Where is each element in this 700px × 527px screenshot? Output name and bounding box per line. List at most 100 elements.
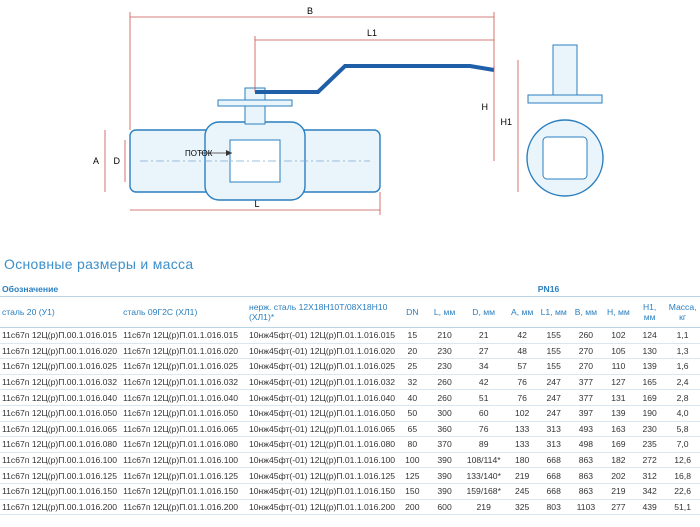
column-header: A, мм bbox=[505, 296, 539, 328]
handle bbox=[255, 64, 495, 94]
dim-label: L bbox=[254, 199, 259, 209]
table-cell: 260 bbox=[427, 374, 462, 391]
table-cell: 377 bbox=[568, 389, 603, 406]
table-cell: 190 bbox=[634, 405, 666, 422]
table-cell: 57 bbox=[505, 358, 539, 375]
table-cell: 155 bbox=[538, 358, 569, 375]
table-cell: 51 bbox=[461, 389, 506, 406]
column-header: DN bbox=[397, 296, 428, 328]
table-row: 11с67п 12Ц(р)П.00.1.016.025 11с67п 12Ц(р)… bbox=[0, 358, 700, 375]
table-cell: 139 bbox=[634, 358, 666, 375]
table-cell: 76 bbox=[505, 374, 539, 391]
table-cell: 11с67п 12Ц(р)П.01.1.016.065 bbox=[121, 421, 247, 438]
table-cell: 863 bbox=[568, 452, 603, 469]
table-cell: 165 bbox=[634, 374, 666, 391]
table-cell: 11с67п 12Ц(р)П.00.1.016.015 bbox=[0, 327, 122, 344]
table-cell: 48 bbox=[505, 343, 539, 360]
table-cell: 182 bbox=[602, 452, 635, 469]
table-cell: 10нж45фт(-01) 12Ц(р)П.01.1.016.065 bbox=[246, 421, 398, 438]
table-row: 11с67п 12Ц(р)П.00.1.016.032 11с67п 12Ц(р)… bbox=[0, 374, 700, 391]
group-header: PN16 bbox=[397, 282, 700, 297]
table-cell: 108/114* bbox=[461, 452, 506, 469]
table-row: 11с67п 12Ц(р)П.00.1.016.020 11с67п 12Ц(р)… bbox=[0, 343, 700, 360]
group-header: Обозначение bbox=[0, 282, 398, 297]
table-cell: 155 bbox=[538, 343, 569, 360]
dim-label: A bbox=[93, 156, 99, 166]
table-cell: 272 bbox=[634, 452, 666, 469]
table-cell: 493 bbox=[568, 421, 603, 438]
table-cell: 11с67п 12Ц(р)П.01.1.016.050 bbox=[121, 405, 247, 422]
table-cell: 25 bbox=[397, 358, 428, 375]
dim-label: L1 bbox=[367, 28, 377, 38]
table-cell: 110 bbox=[602, 358, 635, 375]
table-cell: 22,6 bbox=[665, 483, 700, 500]
table-row: Обозначение PN16 bbox=[0, 282, 700, 297]
table-cell: 169 bbox=[634, 389, 666, 406]
column-header: D, мм bbox=[461, 296, 506, 328]
table-row: 11с67п 12Ц(р)П.00.1.016.080 11с67п 12Ц(р)… bbox=[0, 436, 700, 453]
table-cell: 130 bbox=[634, 343, 666, 360]
table-cell: 40 bbox=[397, 389, 428, 406]
table-cell: 133 bbox=[505, 436, 539, 453]
table-cell: 4,0 bbox=[665, 405, 700, 422]
table-cell: 10нж45фт(-01) 12Ц(р)П.01.1.016.125 bbox=[246, 467, 398, 484]
table-row: 11с67п 12Ц(р)П.00.1.016.100 11с67п 12Ц(р)… bbox=[0, 452, 700, 469]
table-cell: 180 bbox=[505, 452, 539, 469]
table-cell: 11с67п 12Ц(р)П.00.1.016.200 bbox=[0, 499, 122, 516]
table-cell: 277 bbox=[602, 499, 635, 516]
table-cell: 155 bbox=[538, 327, 569, 344]
table-cell: 76 bbox=[461, 421, 506, 438]
table-cell: 2,4 bbox=[665, 374, 700, 391]
table-row: 11с67п 12Ц(р)П.00.1.016.015 11с67п 12Ц(р)… bbox=[0, 327, 700, 344]
table-cell: 1,3 bbox=[665, 343, 700, 360]
table-cell: 10нж45фт(-01) 12Ц(р)П.01.1.016.025 bbox=[246, 358, 398, 375]
table-cell: 139 bbox=[602, 405, 635, 422]
table-cell: 102 bbox=[505, 405, 539, 422]
table-cell: 102 bbox=[602, 327, 635, 344]
table-cell: 202 bbox=[602, 467, 635, 484]
table-cell: 42 bbox=[461, 374, 506, 391]
table-cell: 11с67п 12Ц(р)П.00.1.016.050 bbox=[0, 405, 122, 422]
table-cell: 27 bbox=[461, 343, 506, 360]
table-cell: 270 bbox=[568, 343, 603, 360]
table-cell: 10нж45фт(-01) 12Ц(р)П.01.1.016.015 bbox=[246, 327, 398, 344]
section-title: Основные размеры и масса bbox=[4, 256, 194, 272]
table-cell: 80 bbox=[397, 436, 428, 453]
table-row: 11с67п 12Ц(р)П.00.1.016.050 11с67п 12Ц(р)… bbox=[0, 405, 700, 422]
table-cell: 11с67п 12Ц(р)П.01.1.016.150 bbox=[121, 483, 247, 500]
table-cell: 11с67п 12Ц(р)П.00.1.016.032 bbox=[0, 374, 122, 391]
table-cell: 313 bbox=[538, 436, 569, 453]
table-cell: 1,1 bbox=[665, 327, 700, 344]
table-cell: 11с67п 12Ц(р)П.00.1.016.065 bbox=[0, 421, 122, 438]
table-cell: 105 bbox=[602, 343, 635, 360]
table-cell: 11с67п 12Ц(р)П.00.1.016.020 bbox=[0, 343, 122, 360]
table-cell: 11с67п 12Ц(р)П.00.1.016.025 bbox=[0, 358, 122, 375]
table-row: 11с67п 12Ц(р)П.00.1.016.065 11с67п 12Ц(р)… bbox=[0, 421, 700, 438]
table-cell: 11с67п 12Ц(р)П.01.1.016.025 bbox=[121, 358, 247, 375]
table-cell: 150 bbox=[397, 483, 428, 500]
table-cell: 439 bbox=[634, 499, 666, 516]
column-header: B, мм bbox=[568, 296, 603, 328]
dim-label: D bbox=[114, 156, 121, 166]
table-cell: 12,6 bbox=[665, 452, 700, 469]
table-cell: 125 bbox=[397, 467, 428, 484]
table-row: 11с67п 12Ц(р)П.00.1.016.150 11с67п 12Ц(р)… bbox=[0, 483, 700, 500]
table-cell: 2,8 bbox=[665, 389, 700, 406]
table-cell: 325 bbox=[505, 499, 539, 516]
column-header: L1, мм bbox=[538, 296, 569, 328]
table-cell: 200 bbox=[397, 499, 428, 516]
table-cell: 11с67п 12Ц(р)П.01.1.016.020 bbox=[121, 343, 247, 360]
table-cell: 20 bbox=[397, 343, 428, 360]
table-cell: 7,0 bbox=[665, 436, 700, 453]
valve-drawing: B L1 H H1 A D L ПОТОК bbox=[93, 6, 604, 215]
table-cell: 210 bbox=[427, 327, 462, 344]
table-cell: 10нж45фт(-01) 12Ц(р)П.01.1.016.032 bbox=[246, 374, 398, 391]
table-cell: 803 bbox=[538, 499, 569, 516]
table-cell: 390 bbox=[427, 452, 462, 469]
side-flange bbox=[527, 94, 603, 104]
column-header: сталь 20 (У1) bbox=[0, 296, 122, 328]
table-cell: 16,8 bbox=[665, 467, 700, 484]
table-cell: 235 bbox=[634, 436, 666, 453]
table-cell: 247 bbox=[538, 374, 569, 391]
